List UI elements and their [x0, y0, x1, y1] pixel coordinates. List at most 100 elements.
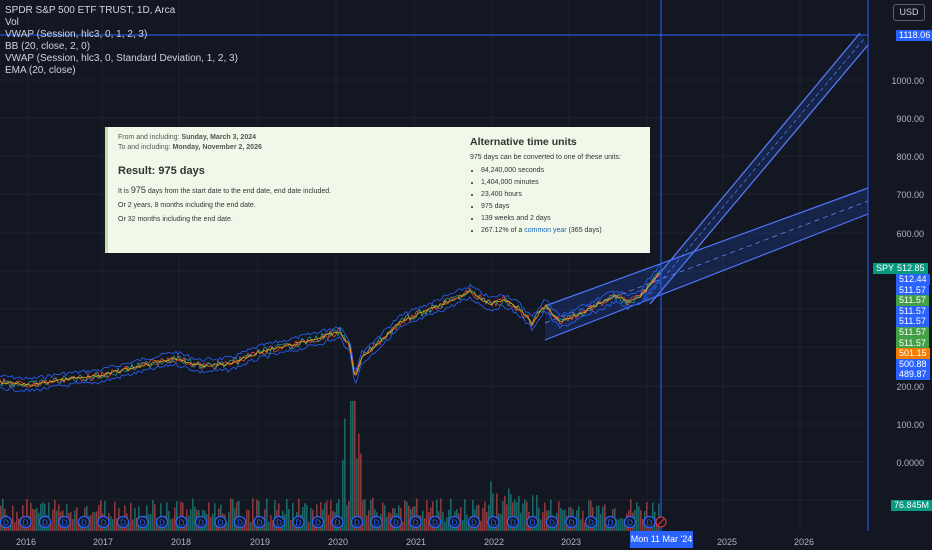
svg-text:D: D: [374, 519, 380, 528]
svg-text:D: D: [257, 519, 263, 528]
legend-vwap[interactable]: VWAP (Session, hlc3, 0, 1, 2, 3): [5, 29, 148, 40]
time-axis-label: 2021: [406, 537, 427, 547]
svg-text:D: D: [296, 519, 302, 528]
svg-text:D: D: [413, 519, 419, 528]
price-axis-label: 0.0000: [896, 458, 924, 468]
alt-units-list: 84,240,000 seconds 1,404,000 minutes 23,…: [470, 167, 650, 234]
indicator-price-tag: 511.57: [896, 316, 929, 328]
price-axis-label: 1000.00: [891, 76, 924, 86]
crosshair-price-tag: 1118.06: [896, 30, 932, 41]
alt-unit-item: 84,240,000 seconds: [481, 167, 650, 174]
legend-volume[interactable]: Vol: [5, 17, 19, 28]
svg-text:D: D: [23, 519, 29, 528]
svg-text:D: D: [393, 519, 399, 528]
from-label: From and including:: [118, 134, 180, 141]
last-price-tag: 512.85: [894, 263, 928, 274]
svg-text:D: D: [569, 519, 575, 528]
time-axis-label: 2020: [328, 537, 349, 547]
alt-title: Alternative time units: [470, 136, 577, 148]
price-axis-label: 600.00: [896, 229, 924, 239]
svg-text:D: D: [120, 519, 126, 528]
alternative-units-section: Alternative time units 975 days can be c…: [470, 136, 650, 239]
date-calculator-panel: From and including: Sunday, March 3, 202…: [105, 127, 650, 253]
svg-text:D: D: [588, 519, 594, 528]
svg-text:D: D: [647, 519, 653, 528]
svg-text:D: D: [530, 519, 536, 528]
indicator-price-tag: 511.57: [896, 327, 929, 338]
alt-unit-item: 139 weeks and 2 days: [481, 215, 650, 222]
indicator-price-tag: 501.15: [896, 348, 930, 360]
svg-text:D: D: [549, 519, 555, 528]
price-axis-label: 100.00: [896, 420, 924, 430]
indicator-price-tag: 511.57: [896, 337, 929, 349]
svg-text:D: D: [140, 519, 146, 528]
alt-intro: 975 days can be converted to one of thes…: [470, 154, 621, 161]
result-line2: Or 2 years, 8 months including the end d…: [118, 202, 256, 209]
price-series: [0, 264, 661, 393]
time-axis-label: 2025: [717, 537, 738, 547]
svg-text:D: D: [354, 519, 360, 528]
chart-grid: [0, 0, 868, 531]
svg-text:D: D: [62, 519, 68, 528]
chart-legend: SPDR S&P 500 ETF TRUST, 1D, Arca Vol VWA…: [5, 5, 238, 77]
from-date: Sunday, March 3, 2024: [181, 134, 257, 141]
svg-text:D: D: [315, 519, 321, 528]
to-label: To and including:: [118, 144, 171, 151]
svg-text:D: D: [608, 519, 614, 528]
indicator-price-tag: 511.57: [896, 295, 929, 307]
svg-text:D: D: [3, 519, 9, 528]
indicator-price-tag: 511.57: [896, 284, 929, 296]
replay-icon: [655, 516, 667, 528]
result-title: Result: 975 days: [118, 165, 205, 177]
to-date: Monday, November 2, 2026: [172, 144, 262, 151]
time-axis-label: 2026: [794, 537, 815, 547]
svg-text:D: D: [179, 519, 185, 528]
svg-text:D: D: [237, 519, 243, 528]
svg-text:D: D: [335, 519, 341, 528]
common-year-link[interactable]: common year: [524, 227, 567, 234]
legend-vwap-stdev[interactable]: VWAP (Session, hlc3, 0, Standard Deviati…: [5, 53, 238, 64]
svg-text:D: D: [42, 519, 48, 528]
alt-unit-item: 1,404,000 minutes: [481, 179, 650, 186]
legend-ema[interactable]: EMA (20, close): [5, 65, 76, 76]
svg-text:D: D: [452, 519, 458, 528]
currency-button[interactable]: USD: [893, 4, 925, 21]
result-days-number: 975: [130, 185, 146, 195]
volume-tag: 76.845M: [891, 500, 932, 511]
result-line3: Or 32 months including the end date.: [118, 216, 233, 223]
time-axis-label: 2016: [16, 537, 37, 547]
alt-last-a: 267.12% of a: [481, 227, 523, 234]
alt-unit-item: 267.12% of a common year (365 days): [481, 227, 650, 234]
crosshair-date-tag: Mon 11 Mar '24: [630, 531, 693, 548]
alt-unit-item: 975 days: [481, 203, 650, 210]
alt-last-b: (365 days): [568, 227, 602, 234]
svg-text:D: D: [218, 519, 224, 528]
svg-text:D: D: [276, 519, 282, 528]
time-axis-label: 2019: [250, 537, 271, 547]
indicator-price-tag: 500.88: [896, 358, 930, 370]
result-line1-b: days from the start date to the end date…: [147, 188, 332, 195]
legend-symbol[interactable]: SPDR S&P 500 ETF TRUST, 1D, Arca: [5, 5, 176, 16]
svg-text:D: D: [81, 519, 87, 528]
svg-text:D: D: [432, 519, 438, 528]
price-axis-label: 800.00: [896, 152, 924, 162]
svg-text:D: D: [491, 519, 497, 528]
indicator-price-tag: 512.44: [896, 274, 930, 285]
svg-text:D: D: [198, 519, 204, 528]
svg-text:D: D: [101, 519, 107, 528]
svg-text:D: D: [627, 519, 633, 528]
price-axis-label: 700.00: [896, 190, 924, 200]
time-axis-label: 2022: [484, 537, 505, 547]
legend-bb[interactable]: BB (20, close, 2, 0): [5, 41, 91, 52]
alt-unit-item: 23,400 hours: [481, 191, 650, 198]
price-axis-label: 200.00: [896, 382, 924, 392]
time-axis-label: 2023: [561, 537, 582, 547]
svg-text:D: D: [159, 519, 165, 528]
result-section: From and including: Sunday, March 3, 202…: [118, 134, 448, 230]
svg-text:D: D: [510, 519, 516, 528]
ticker-tag: SPY: [873, 263, 898, 274]
svg-text:D: D: [471, 519, 477, 528]
time-axis-label: 2018: [171, 537, 192, 547]
